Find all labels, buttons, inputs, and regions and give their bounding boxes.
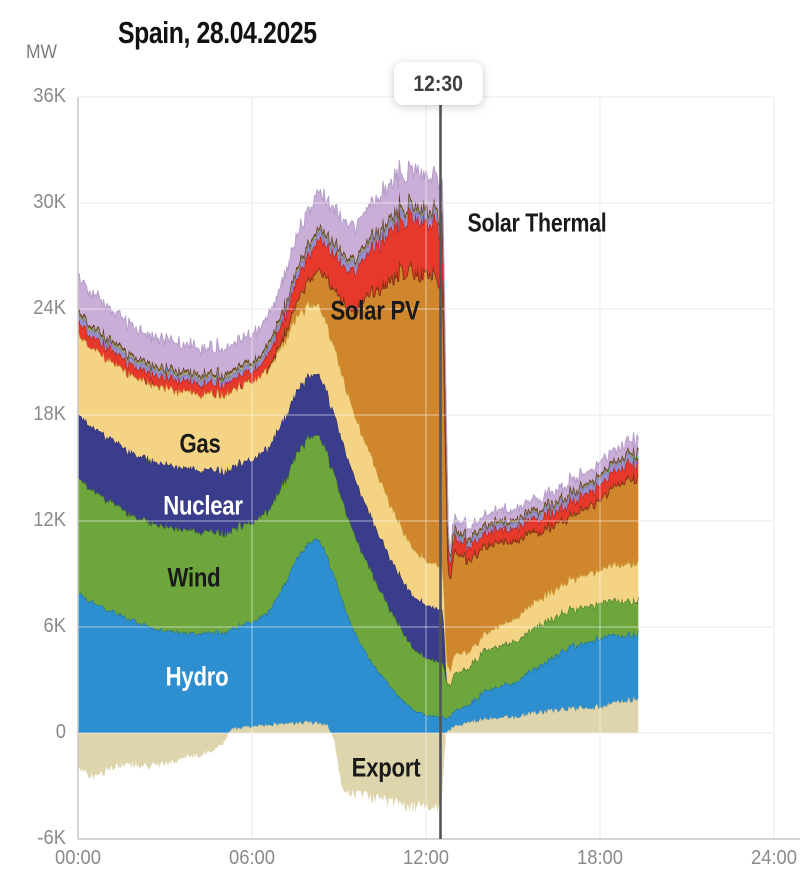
time-marker-tooltip: 12:30 bbox=[394, 62, 483, 105]
time-marker-tooltip-text: 12:30 bbox=[413, 70, 464, 96]
